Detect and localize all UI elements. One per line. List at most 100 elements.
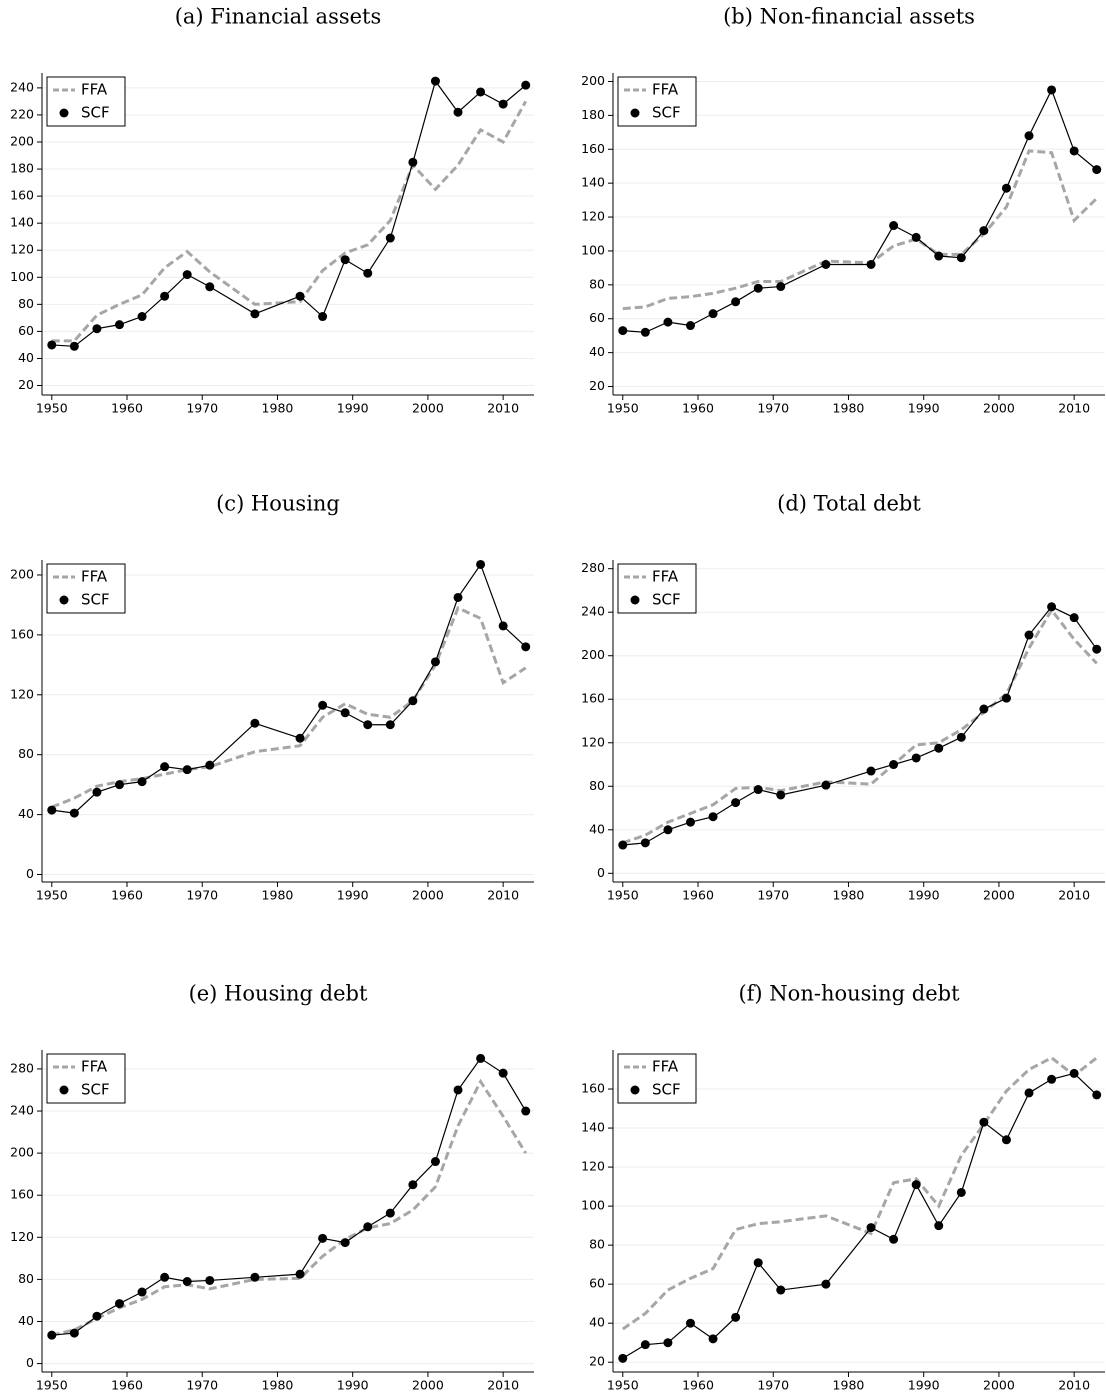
data-point [137, 312, 147, 322]
data-point [1092, 644, 1102, 654]
legend-label: FFA [652, 1058, 679, 1076]
data-point [318, 312, 328, 322]
data-point [618, 840, 628, 850]
y-tick-label: 80 [18, 746, 34, 761]
x-tick-label: 1980 [262, 1378, 294, 1393]
legend-marker [630, 595, 640, 605]
y-tick-label: 200 [581, 73, 605, 88]
data-point [821, 780, 831, 790]
y-tick-label: 120 [10, 242, 34, 257]
x-tick-label: 2000 [983, 888, 1015, 903]
x-tick-label: 2010 [487, 1378, 519, 1393]
data-point [685, 817, 695, 827]
data-point [318, 700, 328, 710]
data-point [708, 812, 718, 822]
data-point [408, 1180, 418, 1190]
data-point [685, 1318, 695, 1328]
y-tick-label: 120 [581, 734, 605, 749]
data-point [363, 268, 373, 278]
data-point [753, 283, 763, 293]
y-tick-label: 20 [589, 1354, 605, 1369]
y-tick-label: 0 [597, 865, 605, 880]
x-tick-label: 2000 [412, 401, 444, 416]
data-point [92, 324, 102, 334]
x-tick-label: 1990 [337, 888, 369, 903]
data-point [685, 321, 695, 331]
data-point [821, 260, 831, 270]
legend-label: FFA [652, 568, 679, 586]
data-point [1024, 630, 1034, 640]
y-tick-label: 180 [10, 161, 34, 176]
data-point [663, 317, 673, 327]
data-point [1069, 1068, 1079, 1078]
x-tick-label: 2010 [487, 401, 519, 416]
data-point [47, 340, 57, 350]
data-point [1069, 146, 1079, 156]
legend-label: FFA [81, 568, 108, 586]
data-point [1047, 85, 1057, 95]
data-point [363, 1222, 373, 1232]
x-tick-label: 1980 [833, 888, 865, 903]
y-tick-label: 240 [581, 604, 605, 619]
data-point [114, 1299, 124, 1309]
y-tick-label: 60 [589, 310, 605, 325]
x-tick-label: 1980 [833, 401, 865, 416]
data-point [618, 326, 628, 336]
data-point [934, 251, 944, 261]
data-point [363, 720, 373, 730]
y-tick-label: 240 [10, 1103, 34, 1118]
data-point [92, 1311, 102, 1321]
x-tick-label: 1950 [36, 888, 68, 903]
legend-marker [59, 108, 69, 118]
y-tick-label: 80 [18, 296, 34, 311]
y-tick-label: 80 [589, 276, 605, 291]
legend-marker [630, 1085, 640, 1095]
legend-label: FFA [652, 81, 679, 99]
data-point [340, 708, 350, 718]
legend-label: SCF [81, 104, 110, 122]
x-tick-label: 1960 [682, 888, 714, 903]
data-point [476, 87, 486, 97]
y-tick-label: 280 [581, 560, 605, 575]
data-point [521, 80, 531, 90]
series-line [622, 1072, 1098, 1359]
data-point [250, 1272, 260, 1282]
data-point [295, 733, 305, 743]
data-point [114, 320, 124, 330]
data-point [137, 1287, 147, 1297]
legend-label: SCF [81, 1081, 110, 1099]
legend-marker [59, 1085, 69, 1095]
y-tick-label: 200 [581, 647, 605, 662]
data-point [69, 1328, 79, 1338]
data-point [295, 1269, 305, 1279]
data-point [956, 732, 966, 742]
y-tick-label: 200 [10, 566, 34, 581]
data-point [69, 341, 79, 351]
data-point [47, 805, 57, 815]
x-tick-label: 1960 [111, 1378, 143, 1393]
y-tick-label: 40 [589, 344, 605, 359]
data-point [408, 696, 418, 706]
legend-marker [59, 595, 69, 605]
series-line [51, 605, 527, 809]
data-point [1092, 1090, 1102, 1100]
x-tick-label: 1980 [262, 401, 294, 416]
data-point [640, 838, 650, 848]
data-point [476, 1053, 486, 1063]
x-tick-label: 1960 [111, 401, 143, 416]
x-tick-label: 2010 [1058, 401, 1090, 416]
legend-marker [630, 108, 640, 118]
y-tick-label: 0 [26, 1355, 34, 1370]
data-point [1001, 1135, 1011, 1145]
data-point [708, 309, 718, 319]
x-tick-label: 2000 [983, 1378, 1015, 1393]
legend-box [46, 563, 126, 614]
y-tick-label: 140 [10, 215, 34, 230]
y-tick-label: 20 [18, 377, 34, 392]
x-tick-label: 1970 [186, 888, 218, 903]
data-point [911, 753, 921, 763]
data-point [731, 1312, 741, 1322]
x-tick-label: 2000 [412, 1378, 444, 1393]
data-point [453, 592, 463, 602]
